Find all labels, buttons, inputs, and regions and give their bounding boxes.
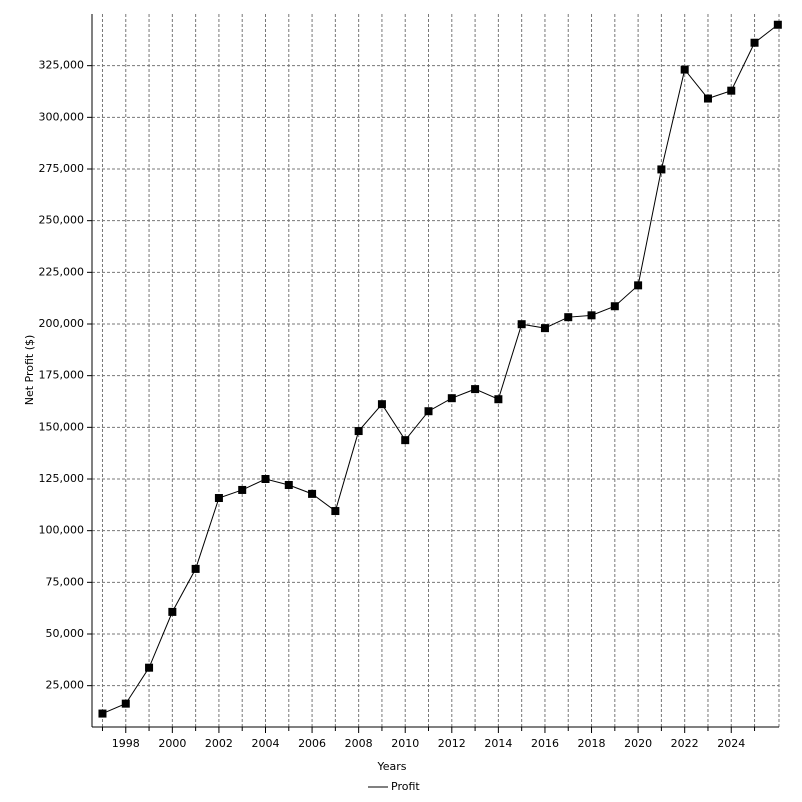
marker [703, 94, 712, 103]
x-tick-label: 2024 [717, 737, 745, 750]
marker [727, 86, 736, 95]
marker [517, 320, 526, 329]
marker [98, 709, 107, 718]
marker [145, 663, 154, 672]
marker [214, 494, 223, 503]
y-tick-label: 75,000 [46, 575, 85, 588]
marker [657, 165, 666, 174]
x-tick-label: 2000 [158, 737, 186, 750]
marker [773, 20, 782, 29]
x-tick-label: 1998 [112, 737, 140, 750]
y-tick-label: 50,000 [46, 627, 85, 640]
y-tick-label: 125,000 [39, 472, 85, 485]
y-tick-label: 225,000 [39, 265, 85, 278]
x-tick-label: 2010 [391, 737, 419, 750]
marker [587, 311, 596, 320]
y-tick-label: 325,000 [39, 59, 85, 72]
y-tick-label: 250,000 [39, 214, 85, 227]
marker [424, 407, 433, 416]
x-tick-label: 2012 [438, 737, 466, 750]
y-tick-label: 25,000 [46, 679, 85, 692]
line [102, 24, 779, 715]
marker [447, 394, 456, 403]
x-tick-label: 2002 [205, 737, 233, 750]
marker [750, 38, 759, 47]
x-axis-label: Years [376, 760, 406, 773]
y-axis-label: Net Profit ($) [23, 335, 36, 406]
y-tick-label: 200,000 [39, 317, 85, 330]
x-tick-label: 2004 [251, 737, 279, 750]
x-tick-label: 2022 [671, 737, 699, 750]
marker [331, 507, 340, 516]
y-tick-label: 300,000 [39, 110, 85, 123]
marker [354, 427, 363, 436]
marker [401, 436, 410, 445]
marker [540, 324, 549, 333]
y-tick-label: 175,000 [39, 369, 85, 382]
marker [564, 313, 573, 322]
y-tick-label: 275,000 [39, 162, 85, 175]
marker [261, 475, 270, 483]
x-tick-label: 2006 [298, 737, 326, 750]
marker [494, 395, 503, 404]
marker [168, 607, 177, 616]
y-tick-label: 150,000 [39, 420, 85, 433]
marker [377, 400, 386, 409]
marker [610, 302, 619, 311]
legend-label: Profit [391, 780, 420, 793]
marker [308, 489, 317, 498]
x-tick-label: 2008 [345, 737, 373, 750]
marker [680, 65, 689, 74]
x-tick-label: 2014 [484, 737, 512, 750]
x-tick-label: 2018 [578, 737, 606, 750]
x-tick-label: 2016 [531, 737, 559, 750]
y-tick-label: 100,000 [39, 524, 85, 537]
marker [191, 564, 200, 573]
marker [634, 281, 643, 290]
marker [238, 485, 247, 494]
x-tick-label: 2020 [624, 737, 652, 750]
marker [471, 385, 480, 394]
marker [121, 699, 130, 708]
marker [284, 480, 293, 489]
